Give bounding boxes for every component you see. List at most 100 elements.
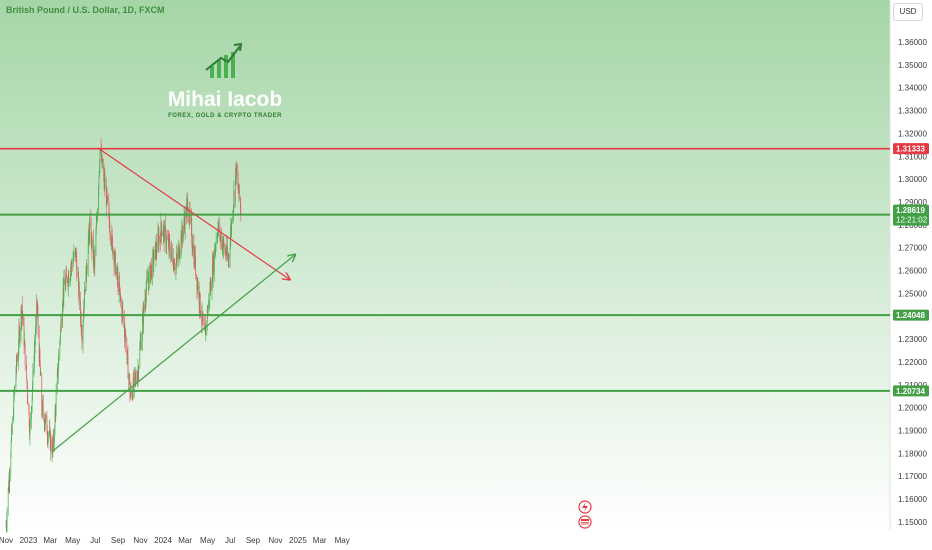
candle-body xyxy=(106,190,108,198)
candle-body xyxy=(48,433,49,436)
candle-body xyxy=(168,238,170,249)
y-tick-label: 1.22000 xyxy=(898,358,927,367)
candle-body xyxy=(98,187,99,211)
candle-body xyxy=(240,208,242,216)
candle-body xyxy=(8,477,10,491)
candle-body xyxy=(176,255,178,258)
candle-body xyxy=(219,227,221,232)
candle-body xyxy=(115,253,116,275)
candle-body xyxy=(83,308,85,310)
candle-body xyxy=(39,350,41,365)
candle-body xyxy=(26,366,27,380)
candle-body xyxy=(71,262,72,266)
candle-body xyxy=(175,265,177,270)
candle-body xyxy=(175,262,177,266)
candle-body xyxy=(121,307,123,317)
candle-body xyxy=(24,341,25,347)
watermark-logo: Mihai Iacob FOREX, GOLD & CRYPTO TRADER xyxy=(168,42,282,119)
candle-body xyxy=(73,252,75,260)
candle-body xyxy=(155,244,157,260)
candle-body xyxy=(21,305,23,312)
candle-body xyxy=(152,253,154,278)
candle-body xyxy=(228,256,229,263)
candle-body xyxy=(60,319,62,327)
candle-body xyxy=(195,255,196,275)
flag-icon[interactable] xyxy=(578,515,592,529)
candle-body xyxy=(210,282,211,293)
candle-body xyxy=(90,225,92,245)
lightning-icon[interactable] xyxy=(578,500,592,514)
candle-body xyxy=(98,176,100,188)
level-tag: 1.24048 xyxy=(896,311,925,320)
candle-body xyxy=(70,270,71,278)
candle-body xyxy=(88,230,90,232)
candle-body xyxy=(186,204,187,218)
candle-body xyxy=(224,244,226,253)
candle-body xyxy=(147,278,149,283)
candle-body xyxy=(191,225,193,244)
candle-body xyxy=(220,235,222,247)
currency-button[interactable]: USD xyxy=(893,3,923,21)
candle-body xyxy=(108,202,110,211)
candle-body xyxy=(147,282,149,283)
candle-body xyxy=(189,216,191,218)
candle-body xyxy=(174,268,175,270)
candle-body xyxy=(227,258,229,263)
candle-body xyxy=(104,178,106,189)
candle-body xyxy=(80,316,82,332)
candle-body xyxy=(196,281,198,289)
growth-chart-icon xyxy=(205,42,243,78)
candle-body xyxy=(127,350,128,355)
symbol-title[interactable]: British Pound / U.S. Dollar, 1D, FXCM xyxy=(6,5,165,15)
x-tick-label: Jul xyxy=(90,536,100,545)
candle-body xyxy=(178,245,180,249)
candle-body xyxy=(46,433,48,437)
candle-body xyxy=(60,319,62,327)
candle-body xyxy=(137,369,139,377)
candle-body xyxy=(191,216,192,226)
candle-body xyxy=(237,173,239,182)
candle-body xyxy=(164,225,165,243)
candle-body xyxy=(210,282,212,292)
candle-body xyxy=(73,252,75,253)
candle-body xyxy=(145,300,147,302)
candle-body xyxy=(8,477,10,483)
candle-body xyxy=(137,369,139,376)
candle-body xyxy=(236,164,238,174)
candle-body xyxy=(102,166,103,167)
candle-body xyxy=(208,301,209,309)
candle-body xyxy=(194,255,196,267)
y-tick-label: 1.34000 xyxy=(898,84,927,93)
candle-body xyxy=(222,241,224,252)
candle-body xyxy=(125,334,127,349)
candle-body xyxy=(129,395,131,397)
candle-body xyxy=(181,226,183,245)
candle-body xyxy=(166,238,168,239)
candle-body xyxy=(76,261,78,277)
candle-body xyxy=(229,247,231,258)
candle-body xyxy=(55,407,56,411)
candle-body xyxy=(112,250,114,254)
candle-body xyxy=(133,377,134,387)
candle-body xyxy=(31,405,33,407)
candle-body xyxy=(140,340,142,349)
candle-body xyxy=(99,165,100,172)
candle-body xyxy=(62,309,63,327)
candle-body xyxy=(144,298,146,310)
candle-body xyxy=(72,261,74,267)
candle-body xyxy=(26,379,28,385)
candle-body xyxy=(228,256,230,258)
candle-body xyxy=(170,251,172,260)
candle-body xyxy=(217,234,218,236)
candle-body xyxy=(184,211,186,230)
candle-body xyxy=(93,256,95,263)
candle-body xyxy=(128,373,129,379)
candle-body xyxy=(25,364,27,367)
candle-body xyxy=(70,268,72,271)
candle-body xyxy=(56,373,58,394)
candle-body xyxy=(93,238,94,263)
candle-body xyxy=(181,235,182,245)
candle-body xyxy=(116,267,118,272)
candle-body xyxy=(235,167,237,178)
